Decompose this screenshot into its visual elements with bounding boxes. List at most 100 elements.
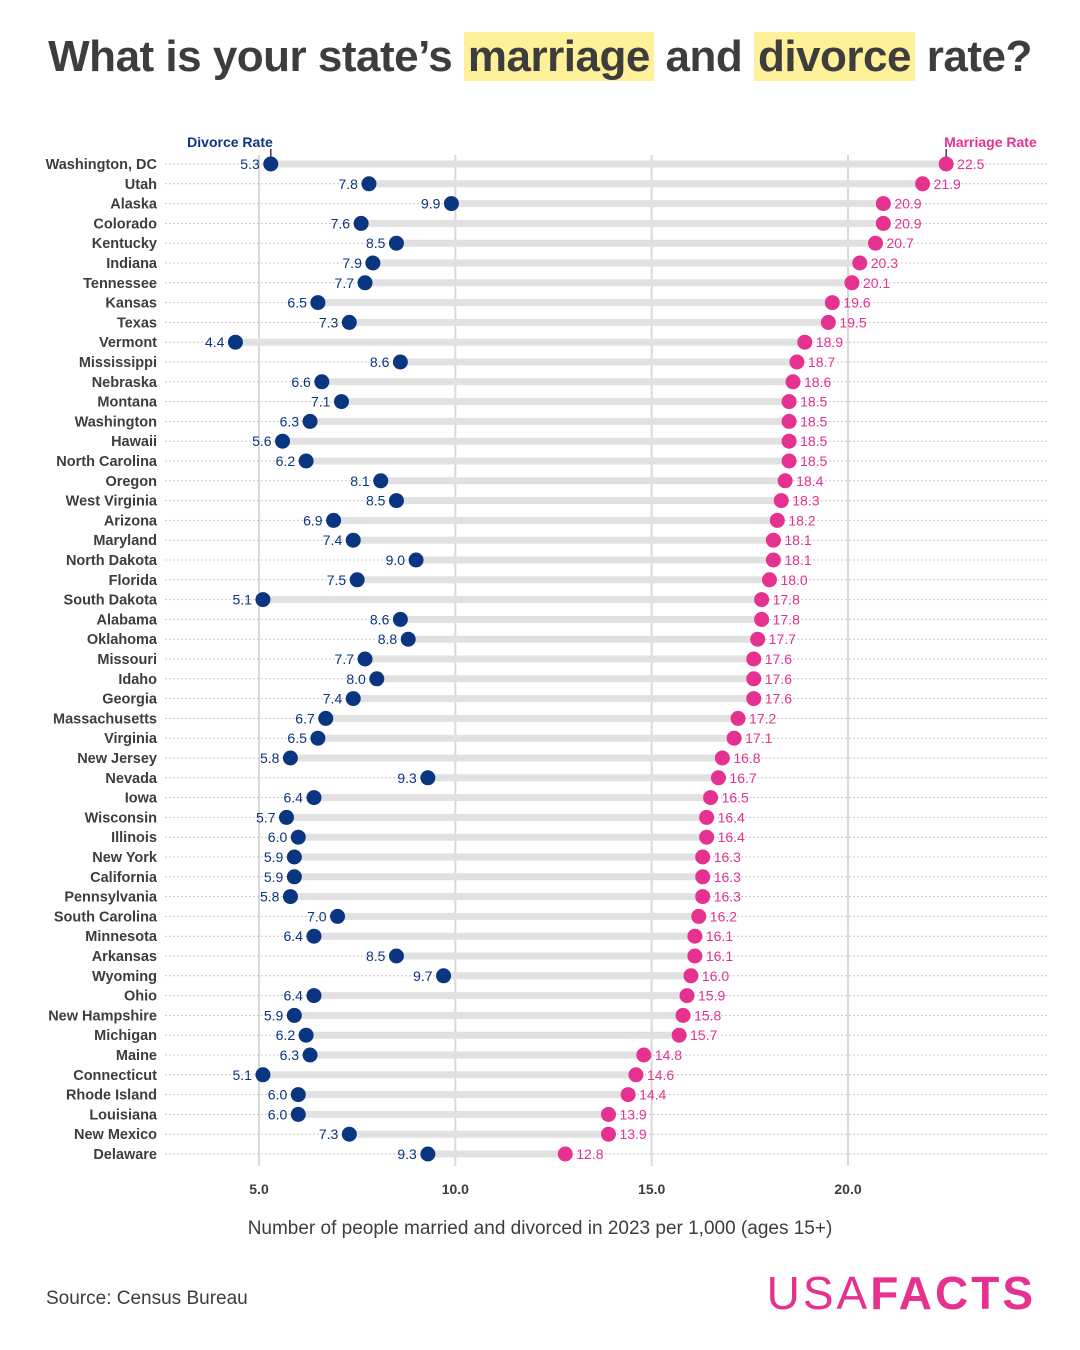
divorce-dot <box>436 968 452 984</box>
divorce-dot <box>388 948 404 964</box>
state-label: Kentucky <box>92 236 157 252</box>
state-label: Maine <box>116 1048 157 1064</box>
dot-range-chart: 5.0 10.0 15.0 20.0 Washington, DC 5.3 22.5 Utah… <box>46 134 1048 1197</box>
marriage-value-label: 18.5 <box>800 453 827 469</box>
chart-row: Alabama 8.6 17.8 <box>97 611 1048 628</box>
divorce-value-label: 6.6 <box>291 374 311 390</box>
chart-row: Nevada 9.3 16.7 <box>105 770 1048 787</box>
title-highlight-marriage: marriage <box>463 32 654 81</box>
state-label: Pennsylvania <box>64 890 158 906</box>
divorce-value-label: 5.9 <box>264 849 284 865</box>
state-label: Iowa <box>125 791 158 807</box>
title-text: What is your state’s <box>48 32 464 81</box>
state-label: California <box>90 870 158 886</box>
divorce-value-label: 5.7 <box>256 809 276 825</box>
divorce-value-label: 5.8 <box>260 750 280 766</box>
divorce-value-label: 6.0 <box>268 1087 288 1103</box>
marriage-value-label: 14.6 <box>647 1067 674 1083</box>
marriage-dot <box>699 809 715 825</box>
marriage-dot <box>746 671 762 687</box>
marriage-value-label: 18.2 <box>788 512 815 528</box>
divorce-dot <box>443 196 459 212</box>
divorce-value-label: 7.4 <box>323 532 343 548</box>
divorce-dot <box>306 988 322 1004</box>
chart-row: New Mexico 7.3 13.9 <box>74 1126 1048 1143</box>
chart-row: Michigan 6.2 15.7 <box>94 1027 1048 1044</box>
state-label: Arizona <box>104 513 158 529</box>
marriage-dot <box>714 750 730 766</box>
divorce-value-label: 6.5 <box>287 730 307 746</box>
chart-row: Arkansas 8.5 16.1 <box>92 948 1048 965</box>
marriage-dot <box>620 1087 636 1103</box>
chart-row: Maryland 7.4 18.1 <box>93 532 1048 549</box>
marriage-dot <box>765 532 781 548</box>
marriage-value-label: 16.3 <box>714 849 741 865</box>
marriage-value-label: 18.1 <box>784 532 811 548</box>
legend-marriage-rate: Marriage Rate <box>944 134 1037 150</box>
marriage-dot <box>781 433 797 449</box>
chart-row: Illinois 6.0 16.4 <box>111 829 1048 846</box>
divorce-dot <box>333 394 349 410</box>
marriage-value-label: 21.9 <box>934 176 961 192</box>
marriage-dot <box>695 869 711 885</box>
marriage-dot <box>683 968 699 984</box>
divorce-dot <box>286 1007 302 1023</box>
divorce-dot <box>326 512 342 528</box>
divorce-value-label: 5.1 <box>232 1067 252 1083</box>
divorce-value-label: 6.9 <box>303 512 323 528</box>
state-label: Idaho <box>118 672 157 688</box>
chart-row: New York 5.9 16.3 <box>92 849 1048 866</box>
state-label: Hawaii <box>111 434 157 450</box>
marriage-dot <box>781 413 797 429</box>
marriage-value-label: 13.9 <box>619 1106 646 1122</box>
divorce-dot <box>420 1146 436 1162</box>
divorce-value-label: 6.4 <box>284 988 304 1004</box>
divorce-dot <box>392 354 408 370</box>
divorce-dot <box>420 770 436 786</box>
marriage-dot <box>777 473 793 489</box>
divorce-dot <box>290 1106 306 1122</box>
marriage-value-label: 18.5 <box>800 433 827 449</box>
divorce-dot <box>282 750 298 766</box>
marriage-dot <box>824 295 840 311</box>
divorce-dot <box>388 493 404 509</box>
marriage-value-label: 17.8 <box>773 611 800 627</box>
divorce-dot <box>255 1067 271 1083</box>
marriage-value-label: 22.5 <box>957 156 984 172</box>
state-label: Massachusetts <box>53 711 157 727</box>
marriage-dot <box>600 1126 616 1142</box>
marriage-value-label: 16.3 <box>714 889 741 905</box>
marriage-value-label: 18.5 <box>800 413 827 429</box>
chart-row: Connecticut 5.1 14.6 <box>73 1067 1048 1084</box>
state-label: Utah <box>125 177 157 193</box>
marriage-dot <box>781 453 797 469</box>
divorce-value-label: 8.5 <box>366 948 386 964</box>
state-label: North Dakota <box>66 553 158 569</box>
marriage-value-label: 16.0 <box>702 968 729 984</box>
divorce-dot <box>341 314 357 330</box>
divorce-dot <box>318 710 334 726</box>
divorce-value-label: 6.0 <box>268 829 288 845</box>
divorce-dot <box>298 453 314 469</box>
state-label: Wisconsin <box>85 810 157 826</box>
state-label: Texas <box>117 315 157 331</box>
divorce-value-label: 7.6 <box>331 215 351 231</box>
state-label: Colorado <box>93 216 157 232</box>
marriage-dot <box>557 1146 573 1162</box>
marriage-dot <box>628 1067 644 1083</box>
marriage-value-label: 16.1 <box>706 928 733 944</box>
divorce-value-label: 9.0 <box>386 552 406 568</box>
divorce-dot <box>361 176 377 192</box>
logo-bold: FACTS <box>870 1267 1036 1319</box>
divorce-value-label: 4.4 <box>205 334 225 350</box>
divorce-value-label: 8.0 <box>346 671 366 687</box>
divorce-dot <box>275 433 291 449</box>
marriage-value-label: 19.5 <box>839 314 866 330</box>
state-label: Nebraska <box>92 375 158 391</box>
state-label: Tennessee <box>83 276 157 292</box>
divorce-dot <box>286 869 302 885</box>
chart-row: Texas 7.3 19.5 <box>117 314 1048 331</box>
divorce-value-label: 6.7 <box>295 710 315 726</box>
marriage-value-label: 17.6 <box>765 651 792 667</box>
marriage-dot <box>785 374 801 390</box>
